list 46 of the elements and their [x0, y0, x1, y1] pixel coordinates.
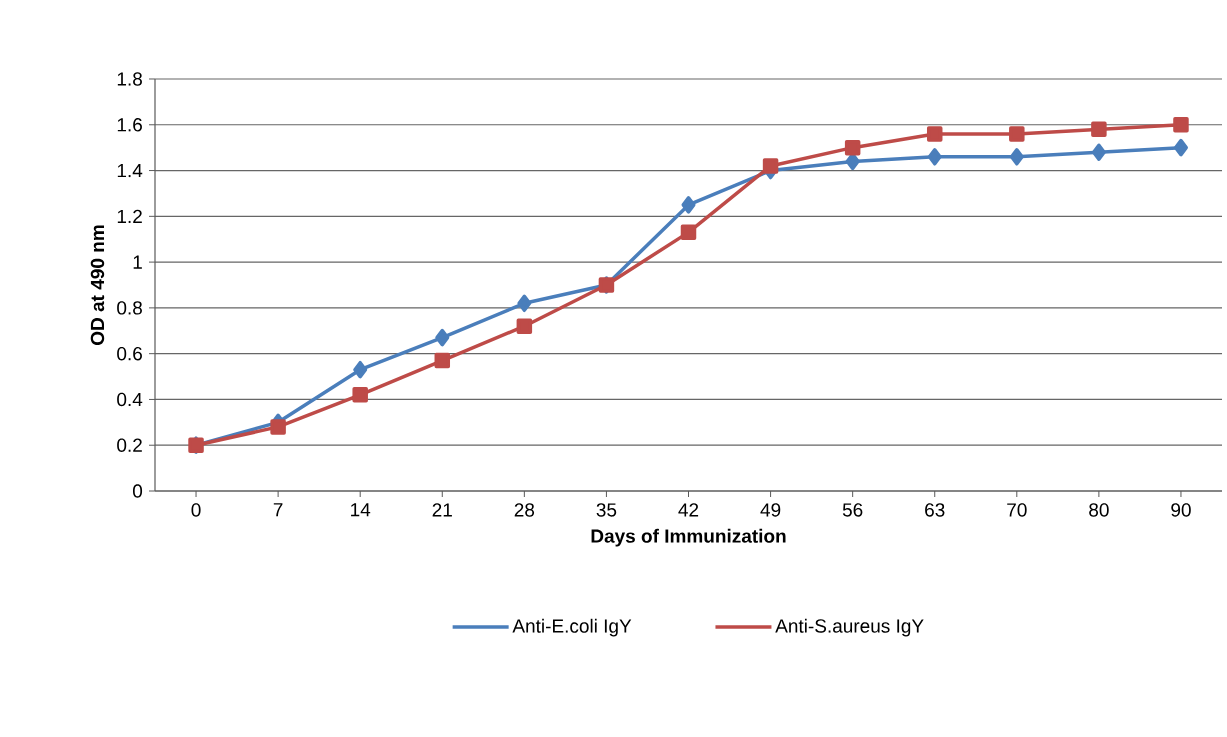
y-tick-label: 0.2: [117, 438, 142, 452]
point: [517, 294, 532, 313]
point: [844, 139, 861, 156]
point: [1091, 121, 1107, 138]
point: [681, 196, 696, 214]
x-tick-label: 90: [1171, 503, 1191, 517]
y-tick-label: 0.4: [117, 392, 143, 407]
point: [1009, 148, 1024, 166]
y-tick-label: 1.6: [117, 118, 142, 132]
x-tick-label: 42: [678, 503, 699, 517]
point: [680, 224, 697, 241]
y-tick-label: 1: [133, 255, 142, 269]
point: [1173, 138, 1188, 157]
y-tick-label: 1.2: [117, 209, 142, 223]
legend-label: Anti-E.coli IgY: [512, 618, 632, 637]
point: [1173, 117, 1189, 133]
x-tick-label: 70: [1007, 503, 1027, 517]
x-tick-label: 14: [351, 503, 371, 517]
point: [926, 126, 943, 142]
y-tick-label: 0.6: [117, 346, 142, 361]
y-axis-title: OD at 490 nm: [90, 225, 105, 345]
x-tick-label: 49: [760, 503, 781, 517]
point: [352, 387, 368, 403]
x-tick-label: 28: [514, 503, 535, 517]
y-tick-label: 0.8: [117, 301, 142, 315]
point: [435, 328, 450, 347]
x-tick-label: 0: [191, 503, 201, 517]
point: [1091, 143, 1106, 161]
x-tick-label: 7: [273, 503, 283, 517]
x-tick-label: 35: [596, 503, 617, 517]
point: [270, 419, 286, 435]
point: [762, 158, 779, 174]
y-tick-label: 0: [132, 484, 143, 498]
x-tick-label: 63: [925, 503, 945, 517]
y-tick-label: 1.4: [117, 164, 143, 178]
x-axis-title: Days of Immunization: [591, 528, 786, 547]
point: [927, 148, 942, 166]
point: [1009, 126, 1025, 142]
point: [353, 360, 368, 379]
x-tick-label: 80: [1089, 503, 1109, 517]
x-tick-label: 56: [842, 503, 863, 517]
point: [434, 352, 451, 369]
y-tick-label: 1.8: [117, 72, 142, 86]
point: [516, 318, 533, 334]
legend-label: Anti-S.aureus IgY: [775, 618, 924, 637]
x-tick-label: 21: [432, 503, 452, 517]
